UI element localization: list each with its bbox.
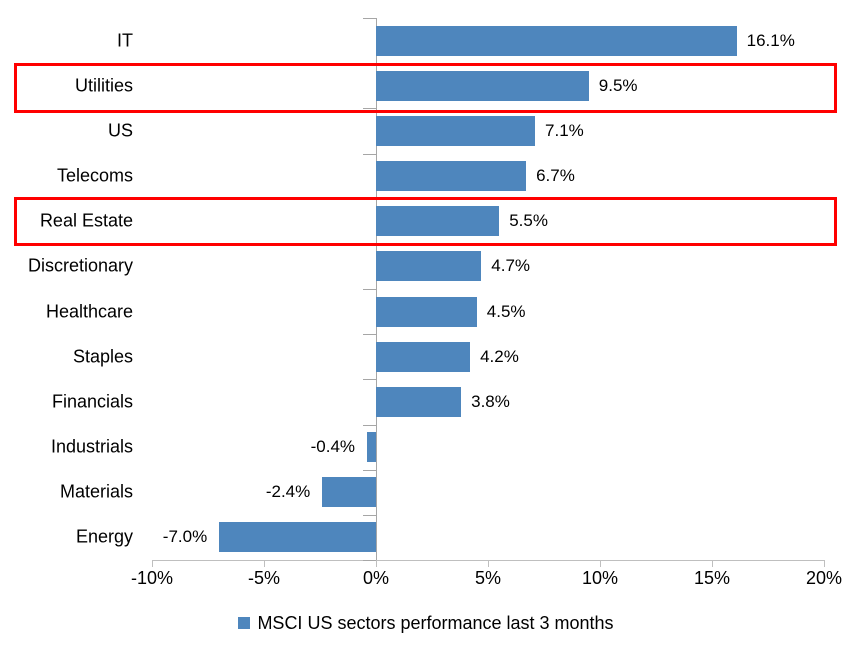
value-label-energy: -7.0% (162, 527, 208, 547)
x-axis-tick (824, 560, 825, 567)
chart-row-real-estate: Real Estate 5.5% (40, 199, 824, 244)
value-label-discretionary: 4.7% (491, 256, 531, 276)
chart-row-discretionary: Discretionary 4.7% (28, 244, 824, 289)
x-axis-tick (712, 560, 713, 567)
x-axis-label: -10% (130, 568, 174, 588)
category-label-utilities: Utilities (74, 75, 133, 96)
x-axis-tick (488, 560, 489, 567)
value-label-it: 16.1% (746, 30, 795, 50)
value-label-industrials: -0.4% (310, 437, 356, 457)
category-axis-tick (362, 108, 376, 110)
category-axis-tick (362, 424, 376, 426)
bar-us (376, 115, 536, 146)
value-label-telecoms: 6.7% (536, 166, 575, 186)
chart-row-utilities: Utilities 9.5% (75, 63, 824, 108)
x-axis-labels: -10% -5% 0% 5% 10% 15% 20% (131, 568, 842, 590)
chart-row-staples: Staples 4.2% (73, 334, 824, 379)
x-axis-tick (264, 560, 265, 567)
zero-axis-line (376, 18, 377, 567)
highlight-box-real-estate (14, 197, 837, 246)
bar-telecoms (376, 161, 527, 192)
category-label-energy: Energy (75, 526, 133, 547)
category-axis-tick (362, 334, 376, 336)
value-label-healthcare: 4.5% (486, 301, 526, 321)
category-axis-tick (362, 379, 376, 381)
category-label-it: IT (117, 30, 133, 51)
category-axis-tick (362, 153, 376, 155)
legend-label: MSCI US sectors performance last 3 month… (257, 612, 614, 633)
x-axis-label: 15% (693, 568, 731, 588)
value-label-staples: 4.2% (480, 346, 519, 366)
x-axis-tick (152, 560, 153, 567)
value-label-materials: -2.4% (265, 482, 311, 502)
category-axis-tick (362, 18, 376, 19)
category-label-telecoms: Telecoms (56, 165, 133, 186)
category-axis-tick (362, 514, 376, 516)
value-label-financials: 3.8% (471, 391, 510, 411)
bar-financials (376, 386, 462, 417)
x-axis-label: 10% (581, 568, 619, 588)
chart-row-materials: Materials -2.4% (60, 470, 824, 515)
bar-staples (376, 341, 471, 372)
chart-row-energy: Energy -7.0% (76, 515, 824, 560)
plot-area: IT 16.1% Utilities 9.5% US 7.1% Telecoms 6.7% Re… (28, 18, 825, 567)
bar-it (376, 25, 737, 56)
category-label-financials: Financials (51, 391, 133, 412)
highlight-box-utilities (14, 63, 837, 113)
category-label-staples: Staples (72, 346, 133, 367)
bar-industrials (367, 432, 376, 463)
x-axis-label: 5% (474, 568, 502, 588)
category-axis-tick (362, 469, 376, 471)
chart-row-industrials: Industrials -0.4% (51, 425, 824, 470)
value-label-real-estate: 5.5% (509, 211, 548, 231)
legend: MSCI US sectors performance last 3 month… (0, 611, 852, 635)
category-label-real-estate: Real Estate (39, 210, 133, 231)
category-label-materials: Materials (59, 481, 133, 502)
bar-real-estate (376, 206, 500, 237)
x-axis-tick (600, 560, 601, 567)
bar-utilities (376, 70, 589, 101)
value-label-us: 7.1% (545, 120, 584, 140)
category-label-discretionary: Discretionary (27, 255, 133, 276)
category-label-us: US (107, 120, 133, 141)
x-axis-label: 20% (805, 568, 843, 588)
chart-row-healthcare: Healthcare 4.5% (46, 289, 824, 334)
bar-healthcare (376, 296, 477, 327)
category-label-healthcare: Healthcare (45, 301, 133, 322)
bar-discretionary (376, 251, 482, 282)
chart-row-telecoms: Telecoms 6.7% (57, 154, 824, 199)
chart-row-it: IT 16.1% (117, 18, 824, 63)
category-label-industrials: Industrials (50, 436, 133, 457)
bar-energy (219, 522, 376, 553)
value-label-utilities: 9.5% (598, 75, 638, 95)
x-axis-label: -5% (247, 568, 281, 588)
bar-materials (322, 477, 376, 508)
category-axis-tick (362, 289, 376, 290)
chart-row-financials: Financials 3.8% (52, 379, 824, 424)
category-axis-tick (362, 560, 376, 561)
chart-row-us: US 7.1% (108, 108, 824, 153)
x-axis-tick (376, 560, 377, 567)
x-axis-label: 0% (362, 568, 390, 588)
legend-marker-icon (238, 617, 251, 629)
